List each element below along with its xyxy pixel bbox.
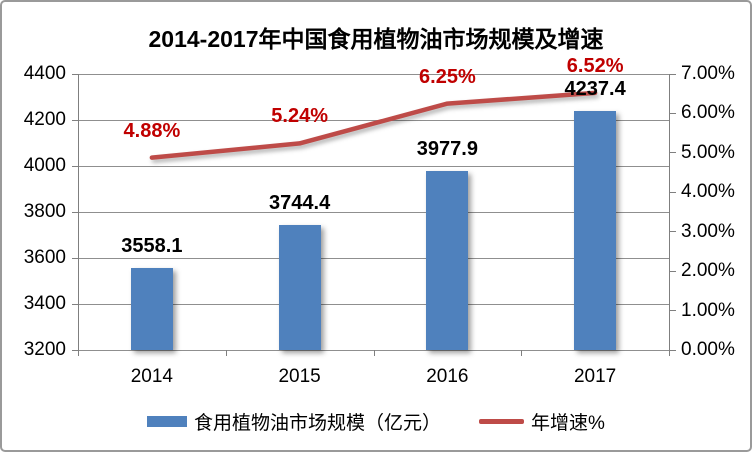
left-axis-tick-label: 4000 [23,155,66,176]
right-axis-tick [669,231,676,233]
gridline [78,303,669,305]
x-axis-label: 2015 [278,366,321,387]
left-axis-tick [72,73,79,75]
left-axis-tick-label: 3200 [23,339,66,360]
legend-bar-swatch [147,415,188,427]
right-axis-tick-label: 2.00% [681,260,735,282]
chart-title: 2014-2017年中国食用植物油市场规模及增速 [148,26,604,52]
bar-value-label: 4237.4 [564,78,626,101]
right-axis-tick-label: 1.00% [681,299,735,321]
x-axis-tick [669,350,670,356]
right-axis-tick-label: 4.00% [681,181,735,203]
x-axis-label: 2017 [573,366,617,387]
legend: 食用植物油市场规模（亿元） 年增速% [2,407,750,435]
x-axis-tick [373,350,375,356]
left-axis-tick [72,119,79,121]
right-axis-line [669,74,670,350]
gridline [78,257,669,259]
legend-label: 年增速% [531,412,605,434]
right-axis-tick-label: 6.00% [681,102,735,124]
left-axis-tick-label: 3400 [23,293,66,314]
right-axis-tick-label: 5.00% [681,141,735,163]
bar-value-label: 3977.9 [416,138,478,161]
left-axis-tick [72,165,79,167]
right-axis-tick [669,349,676,351]
left-axis-tick-label: 3600 [23,247,66,268]
right-axis-tick [669,310,676,312]
bar-value-label: 3744.4 [269,191,331,214]
gridline [78,165,669,167]
right-axis-tick [669,112,676,114]
right-axis-tick-label: 7.00% [681,63,735,84]
left-axis-tick-label: 4200 [23,109,66,130]
left-axis-line [78,74,79,350]
left-axis-tick [72,303,79,305]
x-axis-tick [78,350,79,356]
right-axis-tick-label: 0.00% [681,339,735,360]
legend-item: 年增速% [479,408,605,435]
growth-value-label: 6.25% [419,65,476,88]
legend-line-swatch [479,418,525,424]
right-axis-tick-label: 3.00% [681,220,735,242]
market-size-bar [574,111,617,350]
left-axis-tick [72,211,79,213]
gridline [78,211,669,213]
bar-value-label: 3558.1 [121,234,183,257]
right-axis-tick [669,270,676,272]
growth-value-label: 6.52% [566,54,624,77]
left-axis-tick-label: 4400 [23,63,66,84]
x-axis-label: 2014 [130,366,174,387]
market-size-bar [278,224,321,350]
market-size-bar [426,171,469,350]
gridline [78,73,669,75]
legend-item: 食用植物油市场规模（亿元） [147,408,441,435]
right-axis-tick [669,191,676,193]
market-size-bar [130,267,173,350]
right-axis-tick [669,152,676,154]
growth-value-label: 5.24% [271,105,328,128]
x-axis-tick [225,350,227,356]
growth-line [149,90,598,160]
x-axis-label: 2016 [426,366,469,387]
left-axis-tick [72,349,79,351]
left-axis-tick [72,257,79,259]
legend-label: 食用植物油市场规模（亿元） [194,412,442,434]
growth-value-label: 4.88% [123,119,181,142]
right-axis-tick [669,73,676,75]
left-axis-tick-label: 3800 [23,201,66,222]
x-axis-tick [521,350,523,356]
